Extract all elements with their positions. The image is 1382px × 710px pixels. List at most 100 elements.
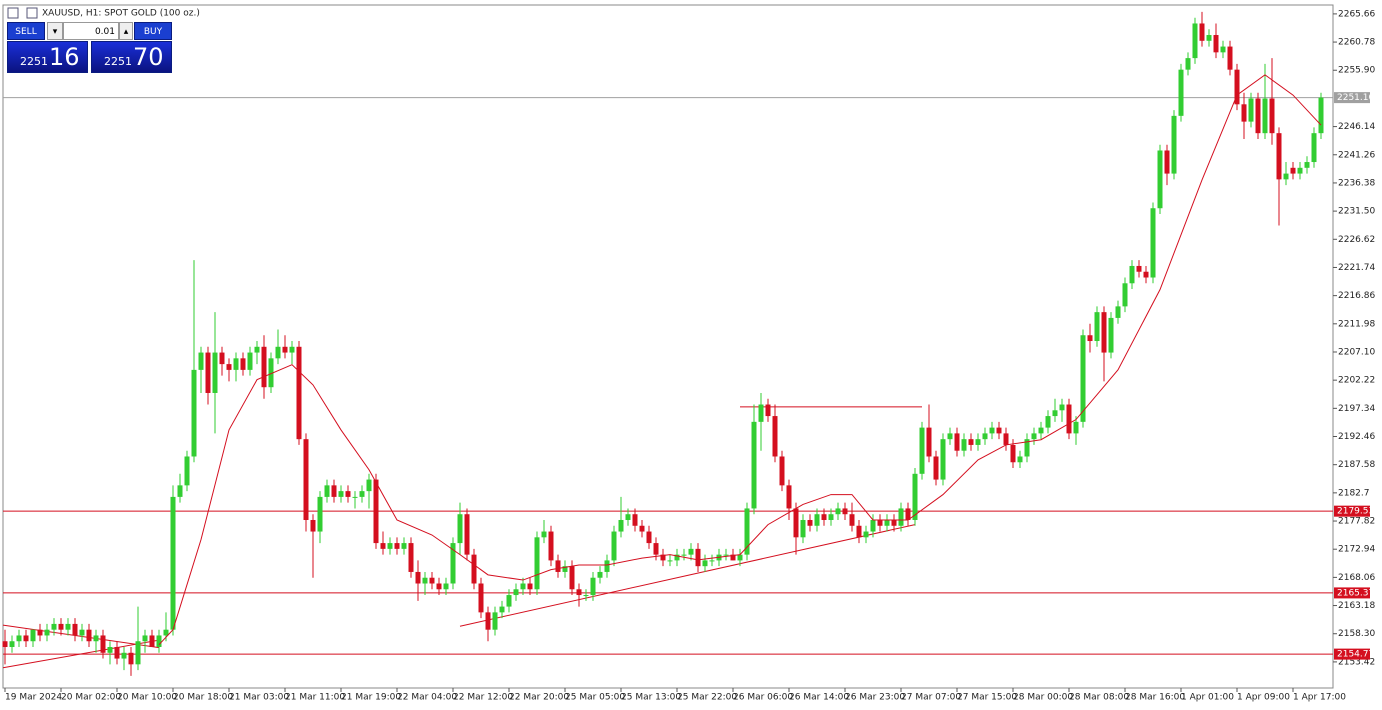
- candle-body: [1129, 265, 1135, 284]
- candle-body: [401, 543, 407, 549]
- bid-price[interactable]: 2251 16: [7, 41, 88, 73]
- candle-body: [1227, 46, 1233, 70]
- candle-body: [338, 491, 344, 497]
- candle-body: [184, 456, 190, 486]
- candle-body: [1094, 312, 1100, 342]
- y-tick-label: 2202.22: [1338, 376, 1375, 386]
- candle-body: [485, 612, 491, 630]
- x-tick-label: 27 Mar 07:00: [901, 693, 961, 703]
- y-tick-label: 2211.98: [1338, 319, 1375, 329]
- y-tick-label: 2182.7: [1338, 488, 1370, 498]
- candle-body: [1318, 97, 1324, 134]
- y-tick-label: 2158.30: [1338, 629, 1375, 639]
- candle-body: [835, 508, 841, 515]
- x-tick-label: 27 Mar 15:00: [957, 693, 1017, 703]
- candle-body: [730, 554, 736, 561]
- y-tick-label: 2246.14: [1338, 122, 1375, 132]
- candle-body: [1199, 23, 1205, 41]
- candle-body: [198, 352, 204, 370]
- candle-body: [954, 433, 960, 451]
- candle-body: [352, 496, 358, 498]
- trendline: [2, 639, 160, 669]
- x-tick-label: 26 Mar 23:00: [845, 693, 905, 703]
- lot-down[interactable]: ▾: [47, 22, 63, 40]
- icon: [26, 7, 38, 19]
- buy-button[interactable]: BUY: [134, 22, 172, 40]
- candle-body: [219, 352, 225, 365]
- moving-average: [158, 74, 1322, 646]
- y-tick-label: 2241.26: [1338, 150, 1375, 160]
- candle-body: [975, 439, 981, 445]
- x-tick-label: 28 Mar 00:00: [1013, 693, 1073, 703]
- candle-body: [870, 519, 876, 532]
- candle-body: [86, 629, 92, 642]
- candle-body: [142, 635, 148, 642]
- candle-body: [1255, 98, 1261, 134]
- candle-body: [891, 519, 897, 526]
- x-tick-label: 20 Mar 02:00: [61, 693, 121, 703]
- candle-body: [513, 589, 519, 596]
- icon: [7, 7, 19, 19]
- candle-body: [520, 583, 526, 590]
- candle-body: [793, 508, 799, 538]
- candle-body: [1269, 98, 1275, 134]
- candle-body: [191, 369, 197, 457]
- lot-up[interactable]: ▴: [119, 22, 133, 40]
- candle-body: [667, 560, 673, 562]
- candle-body: [44, 629, 50, 636]
- candle-body: [541, 531, 547, 538]
- x-tick-label: 20 Mar 10:00: [117, 693, 177, 703]
- level-tag: [1334, 92, 1370, 104]
- candle-body: [394, 543, 400, 549]
- candle-body: [317, 496, 323, 532]
- y-tick-label: 2172.94: [1338, 545, 1375, 555]
- candle-body: [1017, 456, 1023, 463]
- candle-body: [1101, 312, 1107, 353]
- candle-body: [548, 531, 554, 561]
- candle-body: [1115, 306, 1121, 318]
- candle-body: [51, 623, 57, 630]
- candle-body: [107, 647, 113, 653]
- candle-body: [625, 514, 631, 520]
- x-tick-label: 22 Mar 04:00: [397, 693, 457, 703]
- y-tick-label: 2231.50: [1338, 207, 1375, 217]
- candle-body: [982, 433, 988, 440]
- candle-body: [1311, 133, 1317, 163]
- level-tag: [1334, 587, 1370, 599]
- candle-body: [758, 404, 764, 422]
- candle-body: [821, 514, 827, 520]
- bid-small: 16: [49, 43, 80, 71]
- ask-price[interactable]: 2251 70: [91, 41, 172, 73]
- candle-body: [744, 508, 750, 555]
- x-tick-label: 1 Apr 09:00: [1237, 693, 1290, 703]
- candle-body: [800, 519, 806, 538]
- candle-body: [639, 525, 645, 532]
- candle-body: [863, 531, 869, 538]
- candle-body: [1059, 404, 1065, 411]
- level-label: 2179.53: [1337, 507, 1374, 517]
- candle-body: [2, 641, 8, 648]
- candle-body: [996, 427, 1002, 434]
- candle-body: [632, 514, 638, 526]
- y-tick-label: 2216.86: [1338, 291, 1375, 301]
- candle-body: [688, 548, 694, 555]
- candle-body: [660, 554, 666, 561]
- x-tick-label: 28 Mar 16:00: [1125, 693, 1185, 703]
- candle-body: [968, 439, 974, 445]
- candle-body: [205, 352, 211, 393]
- candle-body: [653, 543, 659, 555]
- trendline: [2, 624, 160, 649]
- candle-body: [233, 358, 239, 370]
- candle-body: [247, 352, 253, 370]
- candle-body: [1206, 35, 1212, 41]
- candle-body: [212, 352, 218, 393]
- sell-button[interactable]: SELL: [7, 22, 45, 40]
- y-tick-label: 2177.82: [1338, 517, 1375, 527]
- candle-body: [940, 439, 946, 480]
- x-tick-label: 25 Mar 05:00: [565, 693, 625, 703]
- candle-body: [366, 479, 372, 492]
- candle-body: [1213, 35, 1219, 53]
- lot-input[interactable]: 0.01: [63, 22, 119, 40]
- plot-frame: [2, 4, 1334, 689]
- candle-body: [506, 595, 512, 607]
